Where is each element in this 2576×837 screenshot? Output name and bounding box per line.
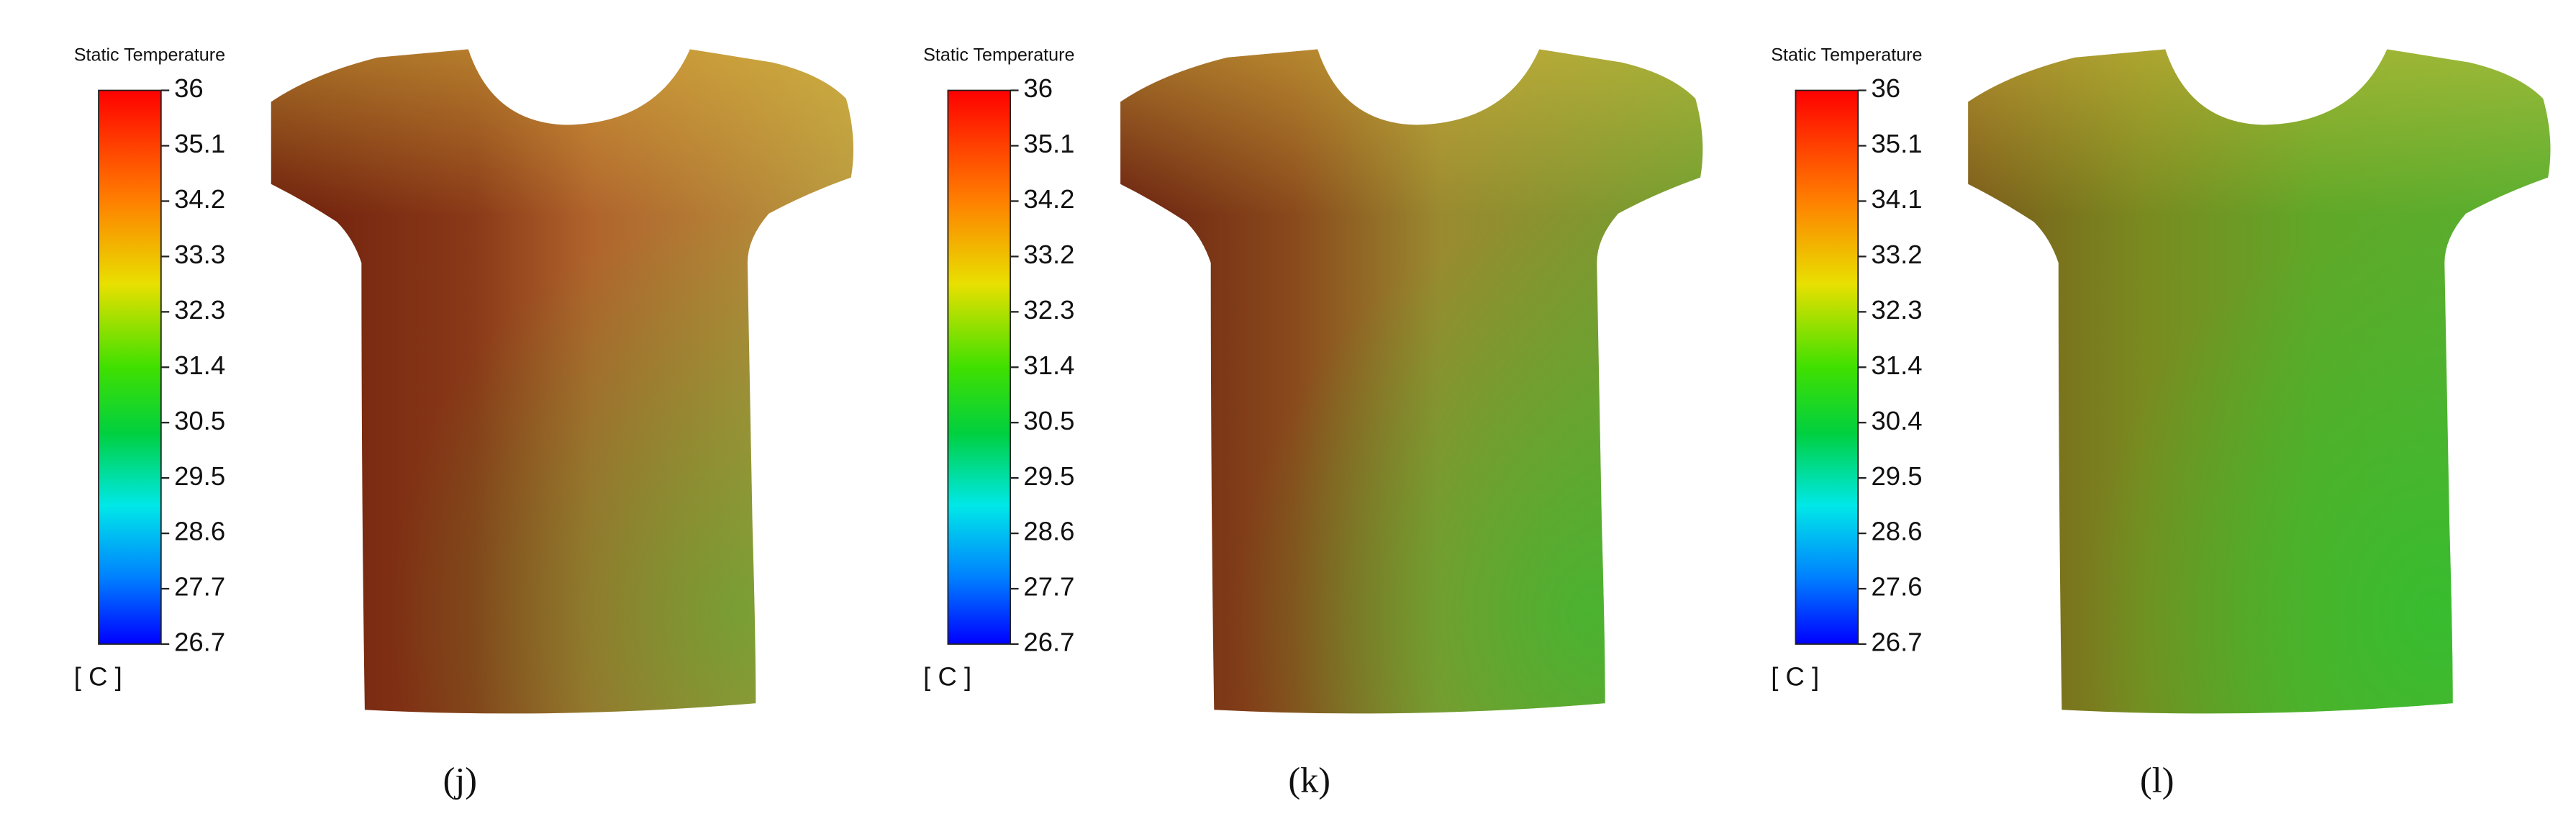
tick-label: 28.6: [174, 517, 225, 546]
tick-label: 34.1: [1871, 184, 1922, 214]
tick-label: 31.4: [1871, 350, 1922, 380]
tick-label: 36: [1871, 73, 1900, 103]
tick-label: 36: [1023, 73, 1053, 103]
legend-title: Static Temperature: [1771, 45, 1922, 65]
colorbar: [98, 89, 162, 645]
unit-label: [ C ]: [1771, 662, 1819, 692]
tick-label: 27.7: [1023, 572, 1074, 602]
unit-label: [ C ]: [74, 662, 122, 692]
tick-label: 30.4: [1871, 406, 1922, 435]
panel-label: (l): [2140, 760, 2174, 800]
tick-label: 36: [174, 73, 204, 103]
tick-label: 26.7: [1023, 628, 1074, 657]
tick-label: 35.1: [1871, 129, 1922, 158]
unit-label: [ C ]: [923, 662, 971, 692]
tick-label: 26.7: [174, 628, 225, 657]
tick-label: 34.2: [1023, 184, 1074, 214]
tick-label: 30.5: [1023, 406, 1074, 435]
tick-label: 34.2: [174, 184, 225, 214]
tick-label: 32.3: [174, 295, 225, 325]
legend-title: Static Temperature: [74, 45, 225, 65]
colorbar: [947, 89, 1012, 645]
garment-glow: [1120, 49, 1703, 714]
panel: Static Temperature 36 35.1 34.2 33.2 32.3 31.4…: [923, 45, 1703, 800]
tick-label: 32.3: [1023, 295, 1074, 325]
tick-label: 31.4: [1023, 350, 1074, 380]
panel: Static Temperature 36 35.1 34.2 33.3 32.3 31.4…: [74, 45, 854, 800]
tick-label: 28.6: [1023, 517, 1074, 546]
tick-label: 27.7: [174, 572, 225, 602]
legend-title: Static Temperature: [923, 45, 1074, 65]
panel-label: (k): [1288, 760, 1330, 800]
tick-label: 29.5: [1871, 461, 1922, 491]
tick-label: 31.4: [174, 350, 225, 380]
tick-label: 35.1: [174, 129, 225, 158]
tick-label: 33.2: [1023, 240, 1074, 269]
tick-label: 27.6: [1871, 572, 1922, 602]
tick-label: 35.1: [1023, 129, 1074, 158]
panel-label: (j): [443, 760, 477, 800]
garment-glow: [1968, 49, 2551, 714]
tick-label: 30.5: [174, 406, 225, 435]
garment-glow: [271, 49, 854, 714]
tick-label: 32.3: [1871, 295, 1922, 325]
tick-label: 33.3: [174, 240, 225, 269]
tick-label: 26.7: [1871, 628, 1922, 657]
tick-label: 33.2: [1871, 240, 1922, 269]
panel: Static Temperature 36 35.1 34.1 33.2 32.3 31.4…: [1771, 45, 2551, 800]
colorbar: [1795, 89, 1859, 645]
tick-label: 29.5: [1023, 461, 1074, 491]
tick-label: 29.5: [174, 461, 225, 491]
tick-label: 28.6: [1871, 517, 1922, 546]
